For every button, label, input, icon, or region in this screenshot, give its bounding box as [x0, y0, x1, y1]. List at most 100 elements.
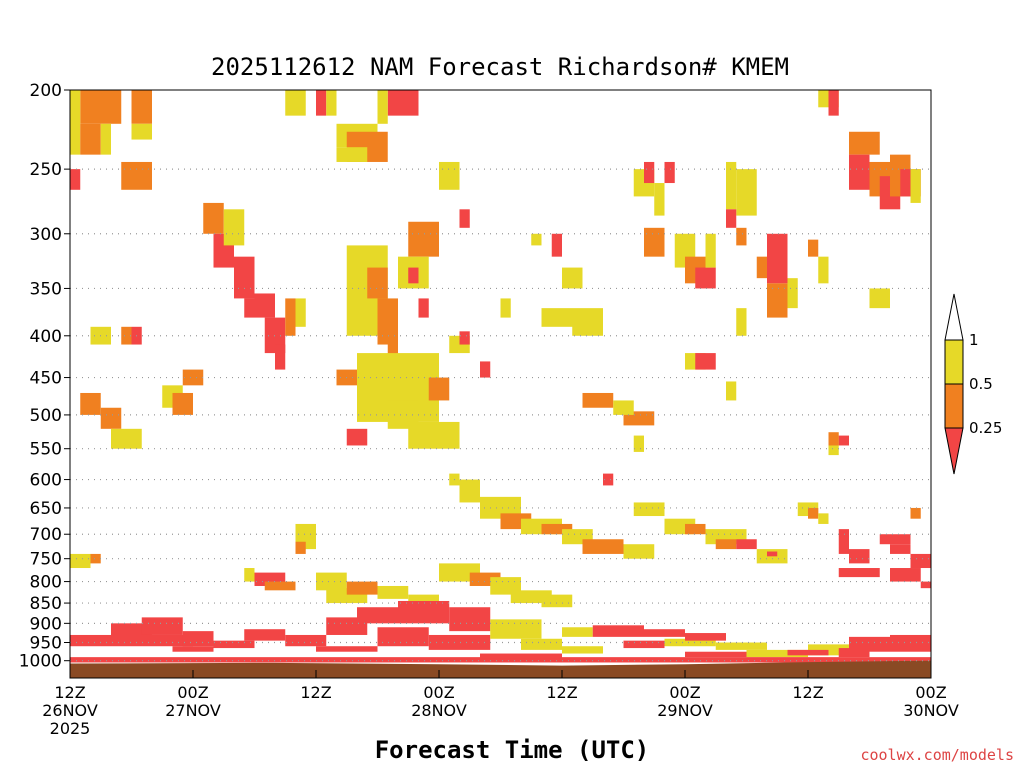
heatmap-cell-88 [828, 90, 839, 116]
y-tick-label-500: 500 [30, 406, 62, 426]
heatmap-cell-1 [131, 90, 152, 124]
heatmap-cell-125 [890, 544, 911, 554]
heatmap-cell-144 [490, 577, 521, 595]
heatmap-cell-79 [767, 283, 788, 318]
heatmap-cell-122 [838, 529, 849, 554]
heatmap-cell-3 [80, 123, 101, 155]
heatmap-cell-90 [849, 154, 870, 190]
heatmap-cell-123 [849, 549, 870, 564]
x-tick-label-3: 00Z 28NOV [411, 683, 467, 720]
heatmap-cell-75 [726, 209, 737, 228]
heatmap-cell-30 [377, 298, 398, 345]
heatmap-cell-149 [141, 617, 183, 635]
ground-layer [70, 660, 931, 678]
heatmap-cell-127 [838, 568, 880, 578]
y-tick-label-250: 250 [30, 160, 62, 180]
heatmap-cell-136 [295, 541, 306, 554]
y-tick-label-800: 800 [30, 573, 62, 593]
heatmap-cell-61 [531, 233, 542, 246]
y-tick-label-850: 850 [30, 594, 62, 614]
x-tick-label-4: 12Z [546, 683, 577, 702]
heatmap-cell-96 [869, 288, 890, 309]
y-tick-label-1000: 1000 [19, 652, 62, 672]
heatmap-cell-134 [264, 581, 296, 591]
heatmap-cell-2 [70, 90, 81, 155]
heatmap-cell-140 [377, 585, 409, 599]
heatmap-cell-38 [428, 377, 450, 401]
chart-title: 2025112612 NAM Forecast Richardson# KMEM [211, 53, 789, 81]
heatmap-cell-4 [100, 123, 111, 155]
heatmap-cell-10 [326, 90, 337, 116]
heatmap-cell-18 [203, 202, 224, 234]
heatmap-cell-157 [398, 600, 450, 624]
heatmap-cell-80 [787, 278, 798, 309]
y-tick-label-950: 950 [30, 634, 62, 654]
heatmap-cell-168 [664, 638, 716, 647]
legend-label-0: 1 [969, 331, 979, 349]
heatmap-cell-73 [726, 161, 737, 210]
heatmap-cell-161 [490, 619, 542, 639]
y-tick-label-350: 350 [30, 279, 62, 299]
heatmap-cell-56 [500, 298, 511, 318]
heatmap-cell-22 [254, 293, 275, 318]
heatmap-cell-81 [808, 239, 819, 257]
heatmap-cell-121 [910, 507, 921, 519]
heatmap-cell-7 [121, 161, 152, 190]
heatmap-cell-101 [459, 479, 480, 503]
colorbar-legend: 1 0.5 0.25 [944, 293, 1002, 475]
heatmap-cell-76 [736, 227, 747, 246]
heatmap-cell-66 [664, 161, 675, 184]
heatmap-cell-59 [613, 400, 634, 415]
heatmap-cell-152 [213, 640, 255, 649]
heatmap-cell-15 [336, 147, 368, 162]
legend-label-2: 0.25 [969, 419, 1002, 437]
heatmap-cell-174 [890, 634, 931, 652]
heatmap-cell-12 [377, 90, 388, 124]
heatmap-cell-151 [182, 631, 214, 647]
y-tick-label-200: 200 [30, 81, 62, 101]
heatmap-cell-178 [316, 646, 378, 652]
x-tick-label-5: 00Z 29NOV [657, 683, 713, 720]
heatmap-cell-21 [234, 256, 255, 299]
heatmap-cells [70, 90, 931, 663]
heatmap-cell-32 [408, 221, 439, 257]
heatmap-cell-84 [695, 353, 716, 370]
heatmap-cell-171 [746, 649, 808, 658]
heatmap-cell-95 [910, 169, 921, 203]
x-tick-label-0: 12Z 26NOV 2025 [42, 683, 98, 738]
y-axis-ticks: 200 250 300 350 400 450 500 550 600 650 700 750 8008… [19, 81, 70, 672]
heatmap-cell-9 [316, 90, 327, 116]
heatmap-cell-117 [767, 551, 778, 557]
heatmap-cell-62 [551, 233, 562, 257]
heatmap-cell-65 [644, 161, 655, 184]
heatmap-cell-53 [480, 361, 491, 378]
heatmap-cell-109 [603, 473, 614, 486]
heatmap-cell-137 [316, 572, 347, 591]
heatmap-cell-34 [408, 267, 419, 284]
heatmap-cell-167 [623, 640, 665, 649]
heatmap-cell-57 [582, 392, 614, 408]
heatmap-cell-159 [377, 627, 429, 647]
heatmap-cell-146 [541, 594, 573, 608]
heatmap-cell-154 [285, 634, 327, 647]
heatmap-cell-50 [182, 369, 204, 386]
heatmap-cell-115 [736, 539, 757, 550]
heatmap-cell-6 [70, 169, 81, 190]
heatmap-cell-131 [90, 553, 101, 564]
y-tick-label-700: 700 [30, 525, 62, 545]
heatmap-cell-17 [459, 209, 470, 228]
x-tick-label-1: 00Z 27NOV [165, 683, 221, 720]
heatmap-cell-47 [111, 428, 142, 449]
heatmap-cell-72 [705, 233, 716, 268]
x-tick-label-2: 12Z [300, 683, 331, 702]
y-tick-label-650: 650 [30, 499, 62, 519]
heatmap-cell-82 [818, 256, 829, 284]
heatmap-cell-120 [818, 513, 829, 524]
heatmap-cell-153 [244, 629, 286, 641]
heatmap-cell-107 [582, 539, 624, 554]
heatmap-cell-45 [80, 392, 101, 415]
heatmap-cell-112 [685, 523, 706, 535]
heatmap-cell-71 [695, 267, 716, 289]
heatmap-cell-180 [685, 651, 747, 658]
